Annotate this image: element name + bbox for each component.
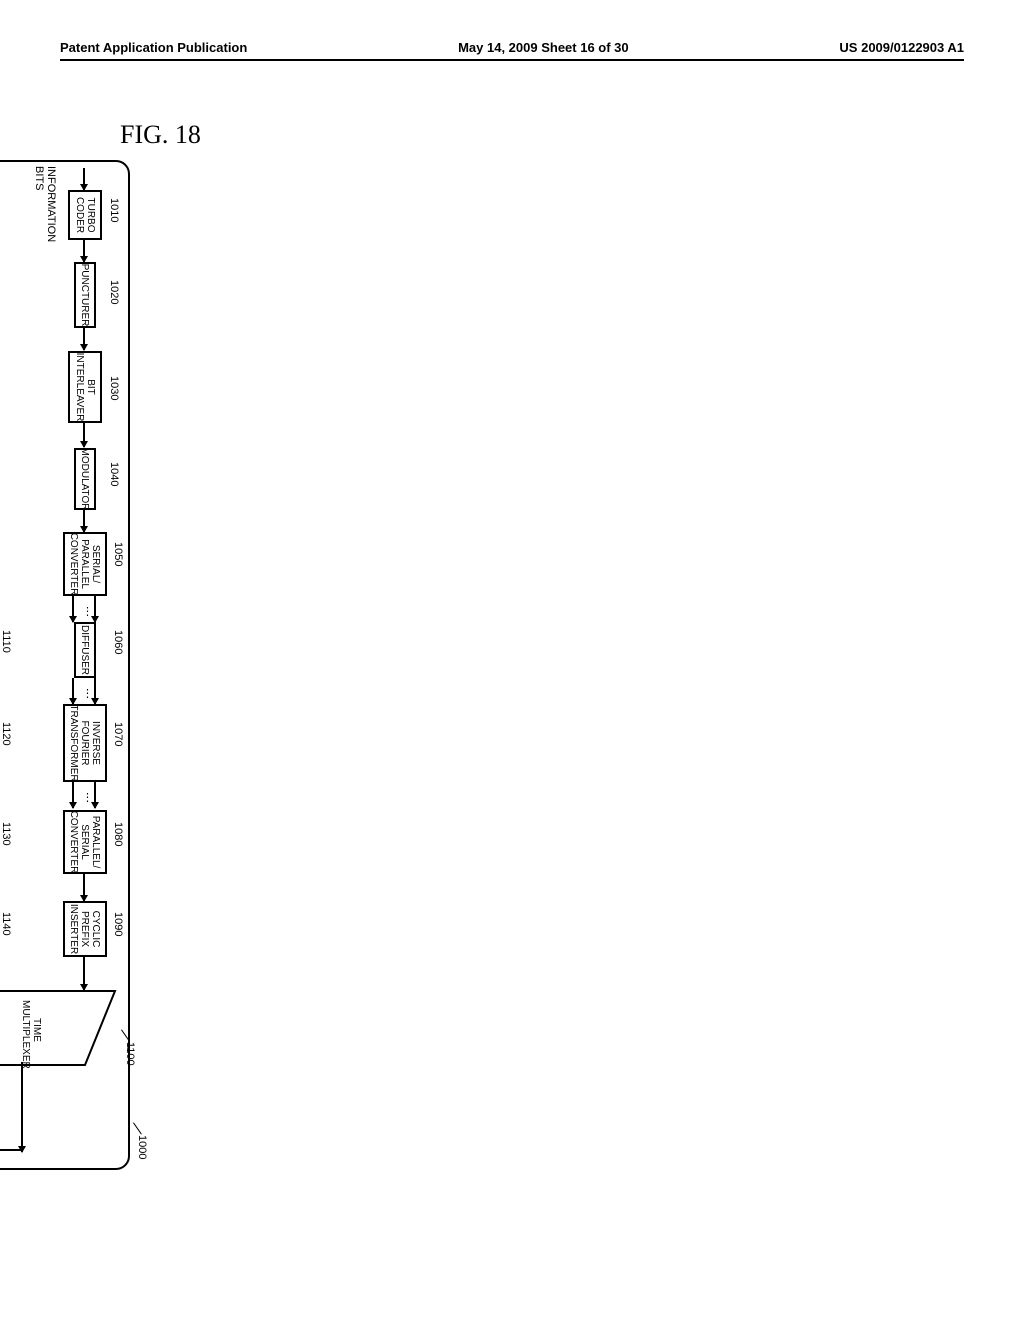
ref-1120: 1120 (0, 722, 12, 746)
block-diagram: TRANSMITTER INFORMATIONBITS 1000 TURBOCO… (0, 130, 140, 1200)
header-center: May 14, 2009 Sheet 16 of 30 (458, 40, 629, 55)
time-mux-label: TIMEMULTIPLEXER (20, 1000, 42, 1060)
ref-1100: 1100 (124, 1042, 136, 1066)
ref-1110: 1110 (0, 630, 12, 653)
arrow (83, 957, 85, 990)
arrow (72, 782, 74, 808)
ref-1030: 1030 (108, 376, 120, 400)
arrow (83, 240, 85, 262)
page-header: Patent Application Publication May 14, 2… (60, 40, 964, 61)
ref-1010: 1010 (108, 198, 120, 222)
cp-inserter-1: CYCLICPREFIXINSERTER (63, 901, 107, 957)
arrow (72, 596, 74, 622)
info-bits-in: INFORMATIONBITS (33, 166, 57, 242)
header-right: US 2009/0122903 A1 (839, 40, 964, 55)
arrow (83, 874, 85, 901)
ref-1020: 1020 (108, 280, 120, 304)
time-multiplexer (0, 988, 118, 1068)
modulator: MODULATOR (74, 448, 96, 510)
ps-converter-1: PARALLEL/SERIALCONVERTER (63, 810, 107, 874)
diffuser: DIFFUSER (74, 622, 96, 678)
lead-1000 (132, 1122, 142, 1135)
puncturer: PUNCTURER (74, 262, 96, 328)
arrow (94, 678, 96, 704)
arrow (83, 168, 85, 190)
ref-1050: 1050 (112, 542, 124, 566)
arrow (94, 596, 96, 622)
arrow (21, 1062, 23, 1152)
bit-interleaver: BITINTERLEAVER (68, 351, 102, 423)
ref-1040: 1040 (108, 462, 120, 486)
arrow (94, 782, 96, 808)
ref-1080: 1080 (112, 822, 124, 846)
ref-1060: 1060 (112, 630, 124, 654)
header-left: Patent Application Publication (60, 40, 247, 55)
ref-1140: 1140 (0, 912, 12, 936)
turbo-coder: TURBOCODER (68, 190, 102, 240)
arrow (72, 678, 74, 704)
ref-1090: 1090 (112, 912, 124, 936)
ref-1000: 1000 (136, 1135, 148, 1159)
arrow (83, 510, 85, 532)
ifft-1: INVERSEFOURIERTRANSFORMER (63, 704, 107, 782)
sp-converter-1: SERIAL/PARALLELCONVERTER (63, 532, 107, 596)
ref-1130: 1130 (0, 822, 12, 846)
ref-1070: 1070 (112, 722, 124, 746)
arrow-d (0, 1149, 23, 1151)
arrow (83, 423, 85, 447)
arrow (83, 328, 85, 350)
